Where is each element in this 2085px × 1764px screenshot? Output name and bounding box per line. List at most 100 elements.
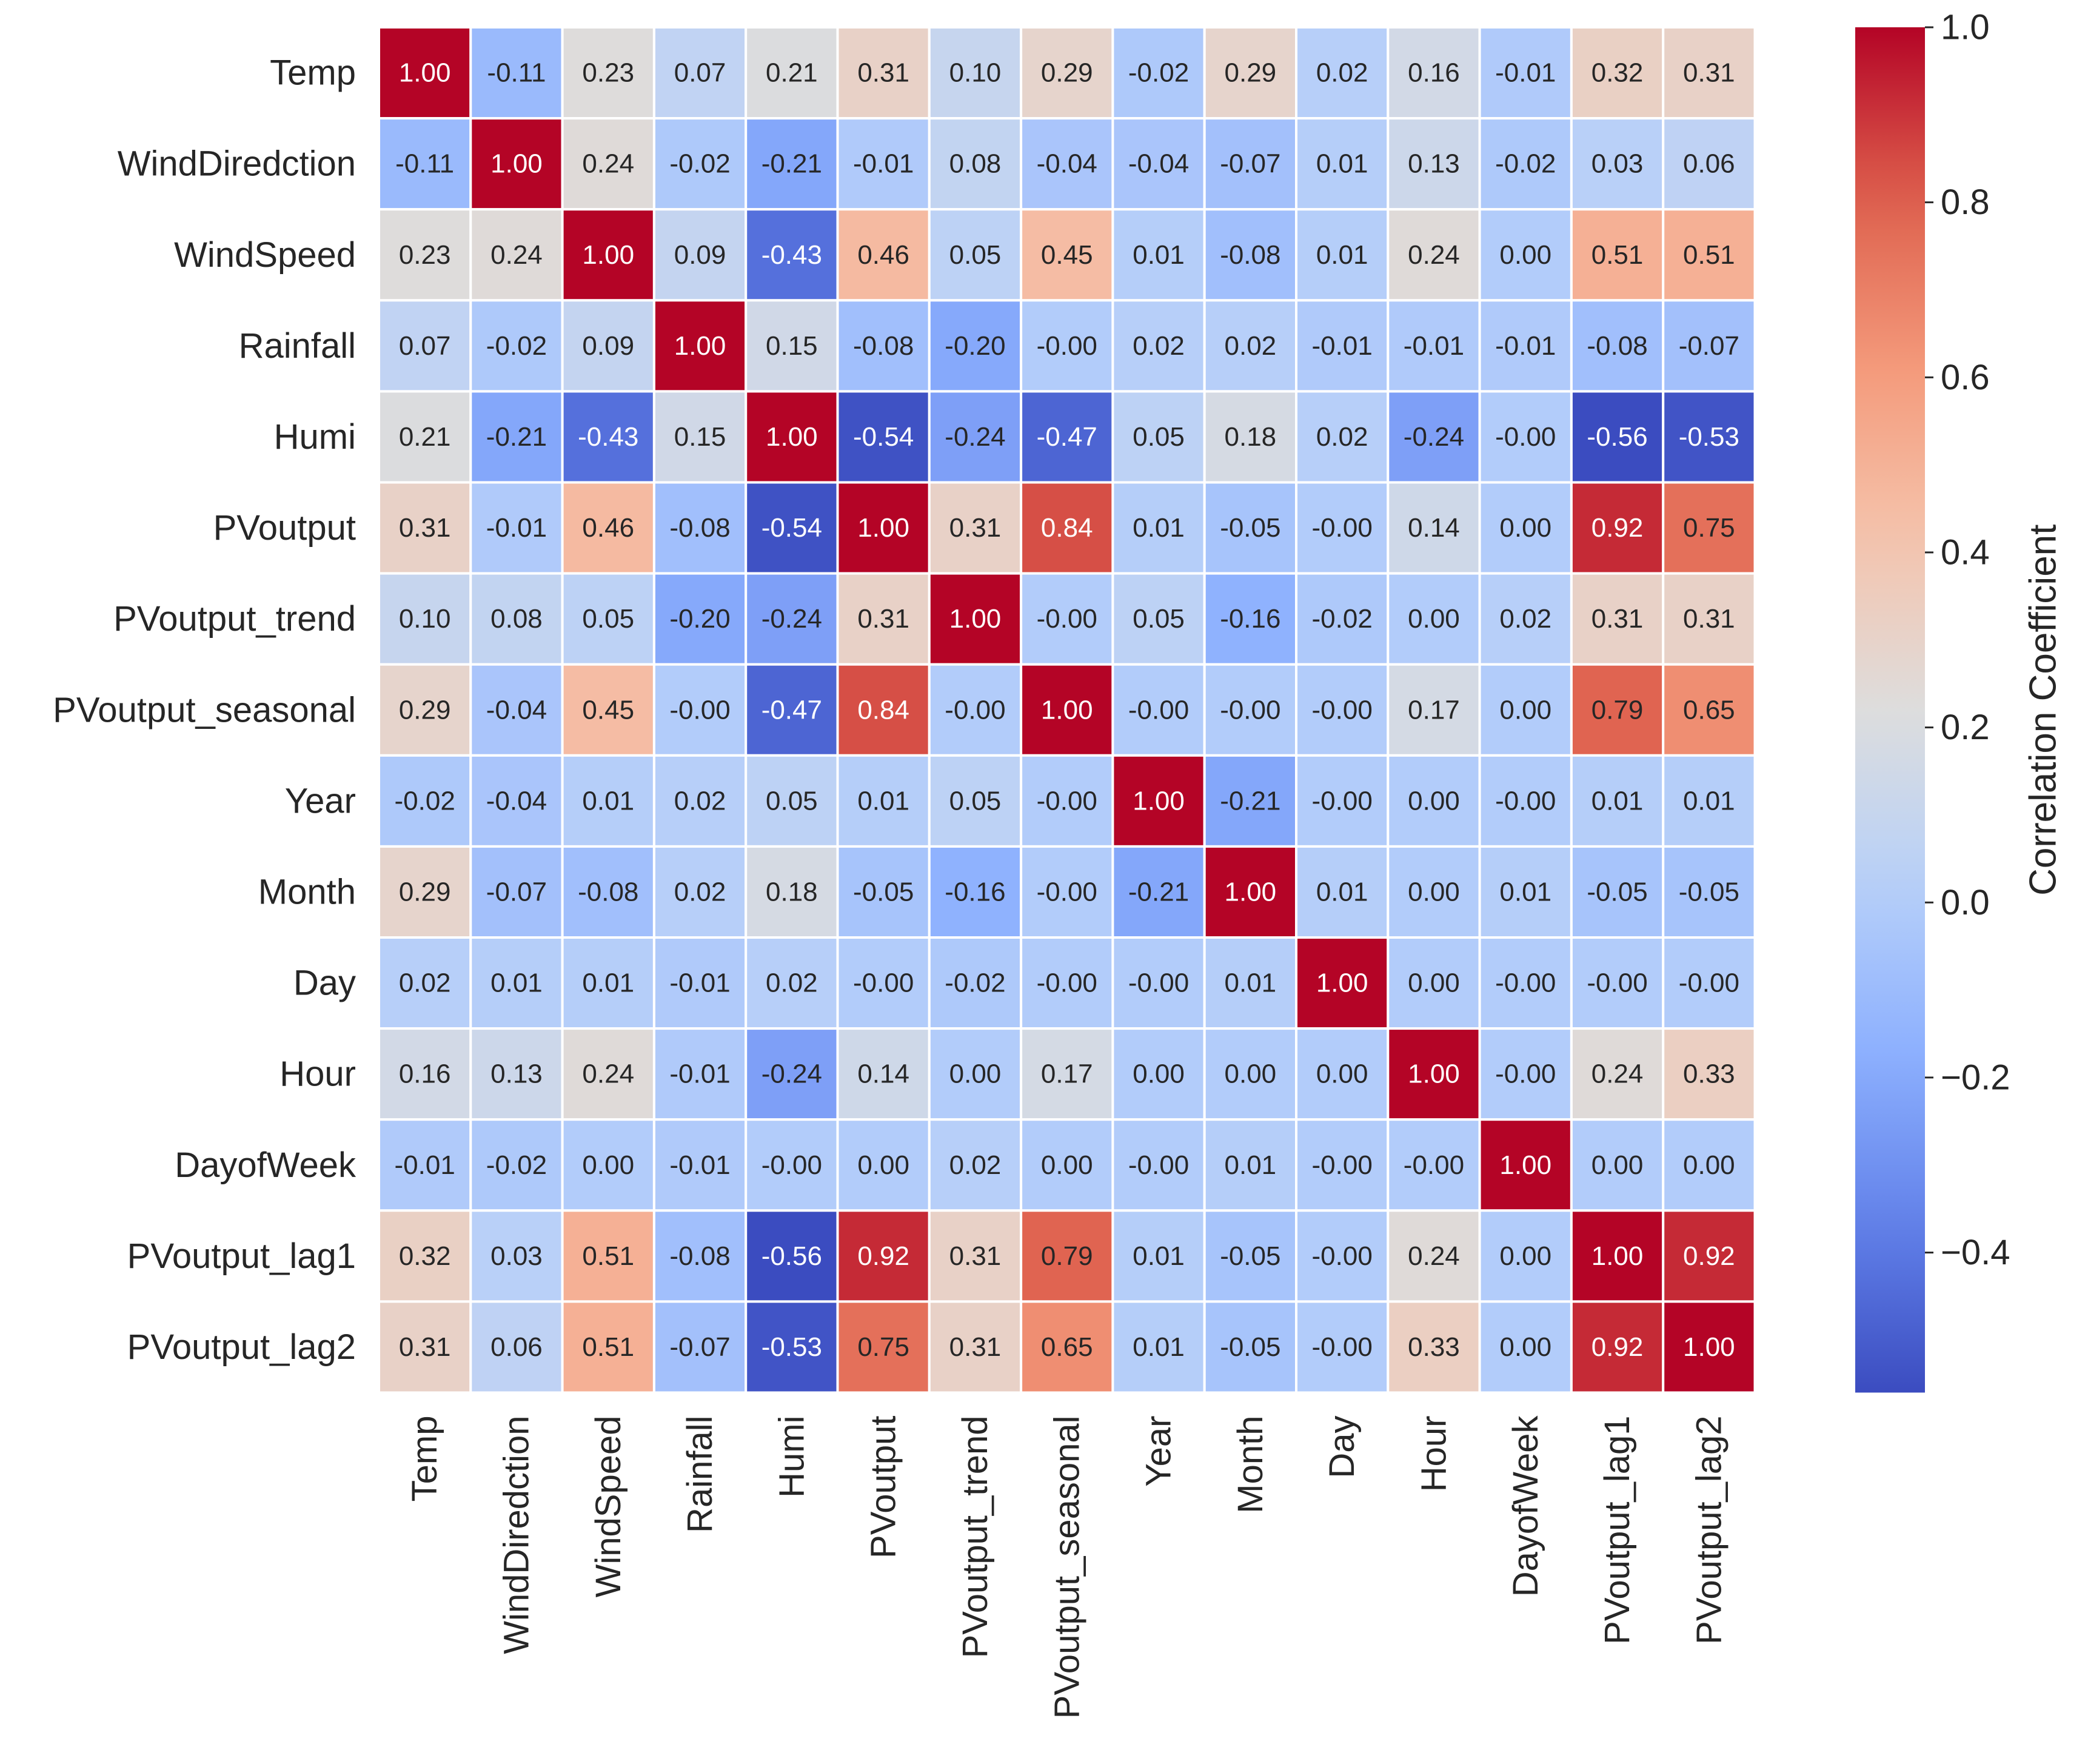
heatmap-cell xyxy=(561,663,655,757)
heatmap-cell xyxy=(928,481,1023,575)
heatmap-cell xyxy=(1020,754,1114,848)
heatmap-cell xyxy=(1662,1118,1756,1212)
cell-value-label: -0.02 xyxy=(486,1150,547,1180)
heatmap-cell xyxy=(836,481,931,575)
cell-value-label: 1.00 xyxy=(949,604,1002,634)
cell-value-label: -0.00 xyxy=(1495,422,1556,452)
heatmap-cell xyxy=(1111,1118,1206,1212)
cell-value-label: -0.02 xyxy=(945,968,1005,998)
heatmap-cell xyxy=(1020,26,1114,120)
y-tick-label: Year xyxy=(285,781,356,820)
heatmap-cell xyxy=(1478,1118,1573,1212)
cell-value-label: 0.02 xyxy=(949,1150,1002,1180)
heatmap-cell xyxy=(561,845,655,939)
cell-value-label: 0.92 xyxy=(1591,1332,1644,1362)
heatmap-cell xyxy=(469,481,564,575)
cell-value-label: -0.11 xyxy=(395,149,454,179)
heatmap-cell xyxy=(1295,1300,1390,1394)
cell-value-label: -0.00 xyxy=(1495,968,1556,998)
x-tick-label: Hour xyxy=(1414,1416,1453,1492)
cell-value-label: -0.01 xyxy=(1312,331,1373,361)
cell-value-label: 0.21 xyxy=(399,422,451,452)
heatmap-cell xyxy=(836,208,931,302)
cell-value-label: 0.31 xyxy=(1591,604,1644,634)
heatmap-cell xyxy=(378,1118,472,1212)
heatmap-cell xyxy=(1295,1209,1390,1303)
cell-value-label: 1.00 xyxy=(766,422,818,452)
cell-value-label: 1.00 xyxy=(1591,1241,1644,1271)
heatmap-cell xyxy=(1020,390,1114,484)
heatmap-cell xyxy=(1295,1118,1390,1212)
heatmap-cell xyxy=(1478,390,1573,484)
cell-value-label: 1.00 xyxy=(674,331,726,361)
cell-value-label: 0.01 xyxy=(490,968,543,998)
cell-value-label: -0.00 xyxy=(945,695,1005,725)
cell-value-label: -0.00 xyxy=(1587,968,1647,998)
cell-value-label: 0.01 xyxy=(1225,968,1277,998)
cell-value-label: 0.00 xyxy=(1408,968,1460,998)
cell-value-label: -0.00 xyxy=(1312,1332,1373,1362)
heatmap-cell xyxy=(1111,299,1206,393)
heatmap-cell xyxy=(1478,1027,1573,1121)
colorbar-tick-label: 0.8 xyxy=(1941,183,1990,222)
cell-value-label: 0.21 xyxy=(766,58,818,88)
cell-value-label: 0.09 xyxy=(674,240,726,270)
cell-value-label: 0.02 xyxy=(674,786,726,816)
cell-value-label: -0.07 xyxy=(669,1332,730,1362)
heatmap-cell xyxy=(469,663,564,757)
cell-value-label: 0.06 xyxy=(1683,149,1735,179)
heatmap-cell xyxy=(745,117,839,211)
cell-value-label: 0.45 xyxy=(582,695,634,725)
heatmap-cell xyxy=(1203,390,1297,484)
heatmap-cell xyxy=(928,1118,1023,1212)
cell-value-label: 0.18 xyxy=(766,877,818,907)
heatmap-cell xyxy=(928,936,1023,1030)
cell-value-label: -0.08 xyxy=(1220,240,1280,270)
cell-value-label: -0.00 xyxy=(1128,1150,1189,1180)
y-tick-label: WindDiredction xyxy=(118,144,356,184)
heatmap-cell xyxy=(1662,845,1756,939)
cell-value-label: 0.33 xyxy=(1408,1332,1460,1362)
heatmap-cell xyxy=(378,1209,472,1303)
cell-value-label: -0.00 xyxy=(1404,1150,1464,1180)
cell-value-label: 0.92 xyxy=(1683,1241,1735,1271)
heatmap-cell xyxy=(1570,572,1665,666)
heatmap-cell xyxy=(1662,572,1756,666)
cell-value-label: -0.00 xyxy=(1128,968,1189,998)
cell-value-label: 0.51 xyxy=(1683,240,1735,270)
cell-value-label: -0.24 xyxy=(761,604,822,634)
cell-value-label: 0.31 xyxy=(949,513,1002,543)
heatmap-cell xyxy=(1387,1209,1481,1303)
heatmap-cell xyxy=(1387,208,1481,302)
cell-value-label: -0.20 xyxy=(669,604,730,634)
cell-value-label: 0.51 xyxy=(582,1332,634,1362)
cell-value-label: 0.00 xyxy=(1683,1150,1735,1180)
cell-value-label: -0.21 xyxy=(1220,786,1280,816)
cell-value-label: -0.04 xyxy=(486,695,547,725)
cell-value-label: -0.02 xyxy=(669,149,730,179)
cell-value-label: 0.01 xyxy=(1225,1150,1277,1180)
cell-value-label: -0.54 xyxy=(761,513,822,543)
cell-value-label: 0.00 xyxy=(1408,604,1460,634)
heatmap-cell xyxy=(1203,936,1297,1030)
cell-value-label: 0.01 xyxy=(1499,877,1551,907)
cell-value-label: -0.47 xyxy=(761,695,822,725)
heatmap-cell xyxy=(745,572,839,666)
cell-value-label: 1.00 xyxy=(1041,695,1093,725)
cell-value-label: -0.11 xyxy=(487,58,546,88)
cell-value-label: -0.47 xyxy=(1037,422,1097,452)
cell-value-label: -0.21 xyxy=(486,422,547,452)
cell-value-label: 0.46 xyxy=(582,513,634,543)
heatmap-cell xyxy=(1387,26,1481,120)
heatmap-cell xyxy=(378,299,472,393)
heatmap-cell xyxy=(378,26,472,120)
cell-value-label: 0.84 xyxy=(1041,513,1093,543)
heatmap-cell xyxy=(1570,754,1665,848)
heatmap-cell xyxy=(469,1300,564,1394)
cell-value-label: -0.00 xyxy=(1679,968,1739,998)
heatmap-cell xyxy=(561,754,655,848)
heatmap-cell xyxy=(378,936,472,1030)
heatmap-cell xyxy=(928,208,1023,302)
cell-value-label: 0.32 xyxy=(399,1241,451,1271)
